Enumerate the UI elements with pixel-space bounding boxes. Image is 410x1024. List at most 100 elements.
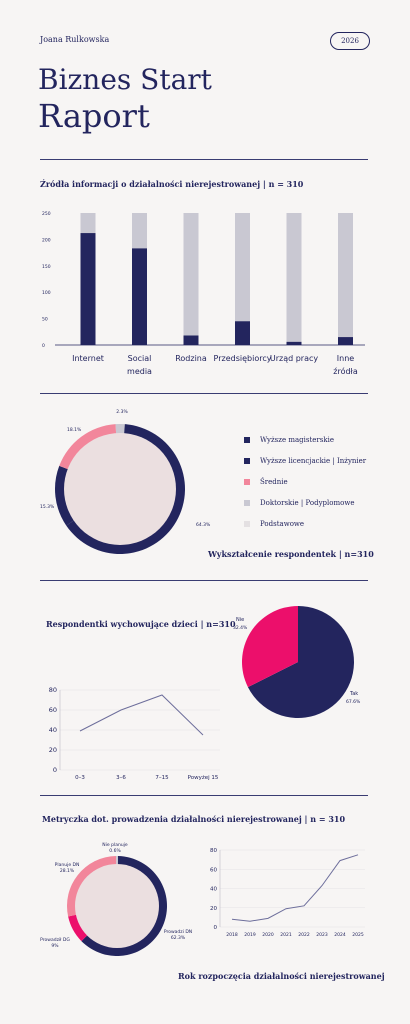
- y-tick-label: 0: [42, 343, 45, 349]
- y-tick-label: 80: [210, 848, 217, 854]
- divider: [40, 580, 368, 581]
- y-tick-label: 20: [49, 746, 57, 754]
- bar: [183, 335, 199, 345]
- bar-remainder: [235, 213, 250, 322]
- legend-swatch: [244, 458, 250, 464]
- y-tick-label: 60: [210, 867, 217, 873]
- x-tick-label: Urząd pracy: [270, 354, 319, 363]
- legend-item: Wyższe magisterskie: [244, 436, 366, 444]
- pie-label: Planuje DN: [55, 862, 80, 868]
- pie-label: Nie: [236, 617, 244, 623]
- y-tick-label: 0: [53, 766, 57, 774]
- x-tick-label: Przedsiębiorcy: [214, 354, 272, 363]
- start-year-line-chart: 0 20 40 60 80 2018 2019 2020 2021 2022 2023 2024 202…: [210, 848, 365, 938]
- donut-hole: [64, 433, 176, 545]
- y-tick-label: 60: [49, 706, 57, 714]
- education-legend: Wyższe magisterskie Wyższe licencjackie …: [244, 436, 366, 528]
- legend-swatch: [244, 500, 250, 506]
- pie-label: 15.3%: [40, 504, 55, 510]
- children-age-line-chart: 0 20 40 60 80 0–3 3–6 7–15 Powyżej 15: [49, 686, 220, 781]
- x-tick-label: media: [127, 367, 152, 376]
- legend-label: Średnie: [260, 478, 288, 486]
- y-tick-label: 50: [42, 317, 48, 323]
- bar: [80, 233, 96, 345]
- x-tick-label: 3–6: [116, 775, 126, 781]
- education-donut: 2.3% 64.3% 15.3% 18.1%: [40, 409, 211, 554]
- bar-remainder: [183, 213, 199, 336]
- x-tick-label: źródła: [333, 366, 358, 376]
- bar: [286, 341, 302, 345]
- pie-label: 64.3%: [196, 522, 211, 528]
- x-tick-label: 2023: [316, 932, 328, 938]
- x-tick-label: Powyżej 15: [188, 775, 219, 781]
- y-tick-label: 80: [49, 686, 57, 694]
- divider: [40, 795, 368, 796]
- legend-item: Wyższe licencjackie | Inżynier: [244, 457, 366, 465]
- y-tick-label: 20: [210, 906, 217, 912]
- x-tick-label: 2018: [226, 932, 238, 938]
- report-title: Biznes Start: [38, 63, 212, 96]
- legend-label: Podstawowe: [260, 520, 305, 528]
- x-tick-label: 2021: [280, 932, 292, 938]
- legend-item: Średnie: [244, 478, 366, 486]
- bar: [338, 337, 353, 345]
- pie-label: 28.1%: [60, 868, 75, 874]
- y-tick-label: 100: [42, 290, 51, 296]
- x-tick-label: 2024: [334, 932, 346, 938]
- bar-remainder: [132, 213, 147, 249]
- y-tick-label: 40: [49, 726, 57, 734]
- legend-label: Wyższe licencjackie | Inżynier: [260, 457, 367, 465]
- x-tick-label: 2022: [298, 932, 310, 938]
- pie-slice: [247, 606, 354, 718]
- pie-label: 0.6%: [109, 848, 121, 854]
- pie-label: 32.4%: [233, 625, 248, 631]
- bar-chart-title: Źródła informacji o działalności niereje…: [40, 179, 304, 189]
- children-pie: Nie 32.4% Tak 67.6%: [233, 606, 361, 718]
- bar: [235, 321, 250, 345]
- y-tick-label: 150: [42, 264, 51, 270]
- donut-hole: [75, 864, 159, 948]
- pie-label: 67.6%: [346, 699, 361, 705]
- x-tick-label: Inne: [337, 354, 355, 363]
- legend-item: Doktorskie | Podyplomowe: [244, 499, 366, 507]
- x-tick-label: Rodzina: [175, 354, 207, 363]
- legend-label: Doktorskie | Podyplomowe: [260, 499, 355, 507]
- report-subtitle: Raport: [38, 97, 150, 135]
- start-year-title: Rok rozpoczęcia działalności nierejestro…: [178, 971, 385, 981]
- x-tick-label: 2025: [352, 932, 364, 938]
- education-title: Wykształcenie respondentek | n=310: [208, 549, 374, 559]
- y-tick-label: 200: [42, 237, 51, 243]
- pie-label: Prowadził DG: [40, 937, 70, 943]
- y-tick-label: 250: [42, 211, 51, 217]
- legend-swatch: [244, 479, 250, 485]
- legend-label: Wyższe magisterskie: [260, 436, 334, 444]
- year-badge: 2026: [330, 32, 370, 50]
- bar-chart: 0 50 100 150 200 250 Internet Social media Rodzin…: [42, 211, 365, 376]
- bar-remainder: [80, 213, 96, 234]
- divider: [40, 393, 368, 394]
- series-line: [79, 694, 204, 736]
- pie-label: Prowadzi DN: [164, 929, 192, 935]
- x-tick-label: 7–15: [155, 775, 169, 781]
- children-title: Respondentki wychowujące dzieci | n=310: [46, 619, 236, 629]
- pie-label: 62.3%: [171, 935, 186, 941]
- pie-label: Nie planuje: [102, 842, 128, 848]
- divider: [40, 159, 368, 160]
- pie-label: 18.1%: [67, 427, 82, 433]
- legend-swatch: [244, 521, 250, 527]
- x-tick-label: 2020: [262, 932, 274, 938]
- y-tick-label: 40: [210, 887, 217, 893]
- bar-remainder: [286, 213, 302, 342]
- pie-label: Tak: [349, 691, 358, 697]
- y-tick-label: 0: [214, 925, 218, 931]
- author-name: Joana Rulkowska: [40, 35, 110, 44]
- x-tick-label: Internet: [72, 354, 104, 363]
- pie-label: 2.3%: [116, 409, 128, 415]
- legend-swatch: [244, 437, 250, 443]
- x-tick-label: 0–3: [75, 775, 85, 781]
- x-tick-label: 2019: [244, 932, 256, 938]
- pie-label: 9%: [51, 943, 59, 949]
- series-line: [231, 854, 359, 922]
- pie-slice: [241, 606, 298, 688]
